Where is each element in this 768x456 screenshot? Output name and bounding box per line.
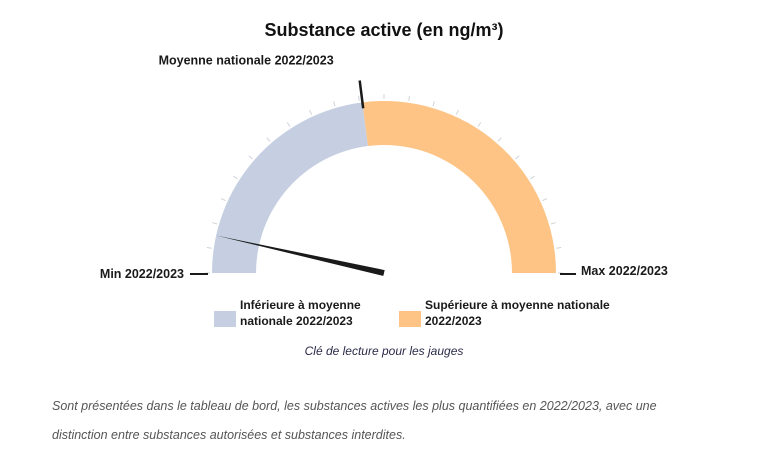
legend-above-line2: 2022/2023 [425, 314, 482, 328]
gauge-caption: Clé de lecture pour les jauges [304, 344, 464, 358]
average-marker [358, 80, 365, 109]
legend-below-line1: Inférieure à moyenne [240, 298, 361, 312]
gauge-tick [455, 109, 459, 115]
gauge-tick [220, 198, 226, 202]
gauge-tick [333, 101, 336, 107]
gauge-tick [212, 222, 218, 225]
gauge-segment-below-average [212, 102, 368, 274]
gauge-tick [477, 122, 482, 127]
gauge-tick [530, 175, 535, 180]
gauge-tick [358, 95, 360, 101]
legend-below-line2: nationale 2022/2023 [240, 314, 353, 328]
gauge-needle [216, 235, 385, 276]
gauge-tick [248, 155, 253, 160]
note-line-1: Sont présentées dans le tableau de bord,… [52, 399, 657, 413]
gauge-tick [309, 109, 313, 115]
gauge-tick [432, 101, 435, 107]
chart-title: Substance active (en ng/m³) [264, 20, 504, 40]
legend-swatch-below-average [214, 311, 236, 327]
note-line-2: distinction entre substances autorisées … [52, 428, 406, 442]
gauge-tick [515, 155, 520, 160]
gauge-tick [497, 137, 502, 142]
gauge-tick [233, 175, 238, 180]
legend-swatch-above-average [399, 311, 421, 327]
gauge-chart: Moyenne nationale 2022/2023 Min 2022/202… [100, 54, 668, 281]
legend-label-below-average: Inférieure à moyenne nationale 2022/2023 [240, 297, 361, 329]
max-label: Max 2022/2023 [581, 264, 668, 278]
gauge-tick [550, 222, 556, 225]
gauge-tick [408, 95, 410, 101]
gauge-tick [266, 137, 271, 142]
min-label: Min 2022/2023 [100, 267, 184, 281]
gauge-tick [542, 198, 548, 202]
gauge-tick [556, 247, 562, 249]
legend-label-above-average: Supérieure à moyenne nationale 2022/2023 [425, 297, 610, 329]
gauge-segment-above-average [362, 101, 556, 274]
gauge-tick [286, 122, 291, 127]
gauge-tick [206, 247, 212, 249]
average-label: Moyenne nationale 2022/2023 [159, 54, 334, 68]
legend-above-line1: Supérieure à moyenne nationale [425, 298, 610, 312]
